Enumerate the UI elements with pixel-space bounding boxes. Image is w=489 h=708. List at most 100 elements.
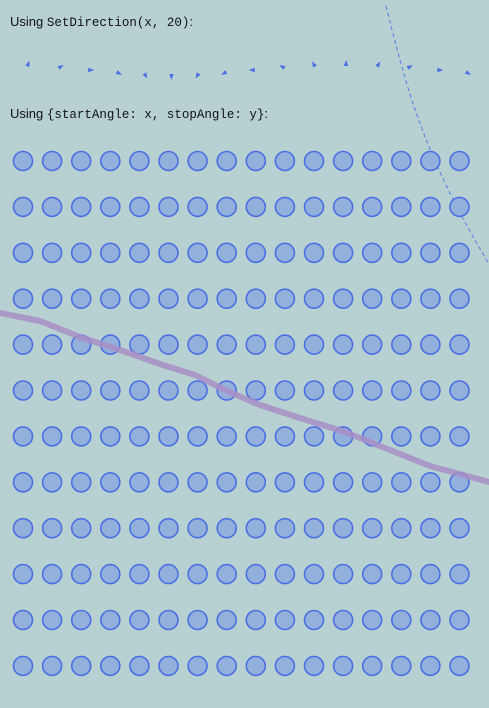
grid-circle [420,196,441,218]
grid-circle [420,150,441,172]
grid-circle [158,426,179,447]
grid-circle [390,609,412,631]
grid-circle [12,609,34,631]
grid-circle [390,150,412,172]
grid-circle [303,609,325,631]
grid-circle [129,517,150,539]
grid-circle [245,150,267,172]
grid-circle [187,288,208,310]
grid-circle [216,196,237,218]
grid-circle [303,563,325,585]
grid-circle [245,563,267,585]
grid-circle [449,242,470,264]
grid-circle [361,242,383,264]
grid-circle [187,426,208,447]
grid-circle [274,196,296,218]
grid-circle [158,380,179,401]
grid-circle [70,288,92,310]
grid-circle [303,426,325,447]
grid-circle [390,288,412,310]
grid-circle [216,609,237,631]
grid-circle [158,196,179,218]
grid-circle [129,242,150,264]
grid-circle [420,334,441,355]
grid-circle [129,609,150,631]
grid-circle [158,563,179,585]
grid-circle [70,196,92,218]
grid-circle [100,196,121,218]
grid-circle [129,655,150,677]
grid-circle [129,288,150,310]
grid-circle [332,288,354,310]
grid-circle [187,150,208,172]
direction-arrow [375,61,381,68]
direction-arrow [248,67,255,73]
grid-circle [187,334,208,355]
grid-circle [361,334,383,355]
grid-circle [41,196,63,218]
grid-circle [390,196,412,218]
grid-circle [274,609,296,631]
grid-circle [420,426,441,447]
grid-circle [274,150,296,172]
grid-circle [245,426,267,447]
grid-circle [361,517,383,539]
grid-circle [420,288,441,310]
grid-circle [216,334,237,355]
grid-circle [129,426,150,447]
grid-circle [158,150,179,172]
grid-circle [158,517,179,539]
grid-circle [420,655,441,677]
angle-demo-code: {startAngle: x, stopAngle: y} [46,108,265,122]
grid-circle [361,563,383,585]
grid-circle [12,517,34,539]
grid-circle [100,609,121,631]
grid-circle [274,380,296,401]
grid-circle [303,242,325,264]
grid-circle [70,242,92,264]
grid-circle [303,150,325,172]
grid-circle [303,517,325,539]
grid-circle [187,380,208,401]
grid-circle [158,242,179,264]
grid-circle [100,150,121,172]
grid-circle [274,288,296,310]
grid-circle [41,150,63,172]
grid-circle [390,563,412,585]
grid-circle [100,563,121,585]
grid-circle [245,471,267,493]
grid-circle [245,242,267,264]
grid-circle [12,655,34,677]
grid-circle [70,655,92,677]
grid-circle [12,288,34,310]
grid-circle [12,242,34,264]
grid-circle [187,563,208,585]
grid-circle [390,426,412,447]
grid-circle [332,609,354,631]
grid-circle [158,288,179,310]
angle-demo-label: Using {startAngle: x, stopAngle: y}: [10,106,269,122]
grid-circle [332,471,354,493]
grid-circle [216,655,237,677]
grid-circle [70,517,92,539]
grid-circle [245,196,267,218]
dashed-arc-line [385,5,489,265]
grid-circle [129,380,150,401]
grid-circle [187,196,208,218]
direction-demo-code: SetDirection(x, 20) [46,16,190,30]
grid-circle [158,334,179,355]
grid-circle [158,655,179,677]
grid-circle [274,471,296,493]
grid-circle [274,563,296,585]
grid-circle [216,517,237,539]
grid-circle [216,426,237,447]
grid-circle [187,609,208,631]
grid-circle [449,334,470,355]
grid-circle [245,609,267,631]
grid-circle [100,471,121,493]
grid-circle [245,655,267,677]
direction-arrow [142,72,148,79]
grid-circle [12,150,34,172]
grid-circle [390,334,412,355]
